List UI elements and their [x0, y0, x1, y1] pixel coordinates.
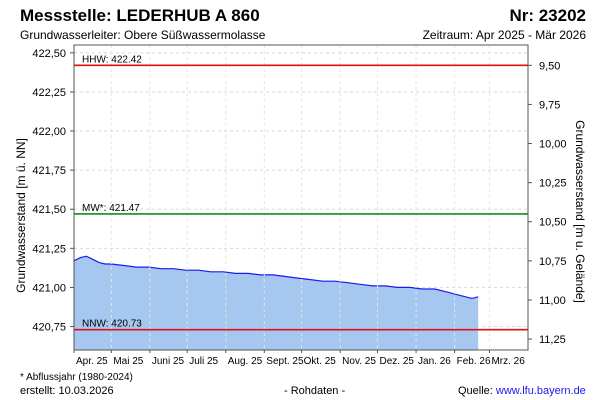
y-tick-label-left: 422,00	[32, 126, 66, 138]
x-tick-label: Mai 25	[113, 356, 143, 367]
footnote: * Abflussjahr (1980-2024)	[20, 372, 133, 383]
station-number: Nr: 23202	[509, 6, 586, 25]
source-credit: Quelle: www.lfu.bayern.de	[458, 385, 586, 397]
y-tick-label-left: 422,50	[32, 48, 66, 60]
created-date: erstellt: 10.03.2026	[20, 385, 114, 397]
x-tick-label: Juni 25	[152, 356, 185, 367]
x-tick-label: Nov. 25	[342, 356, 376, 367]
reference-line-label: HHW: 422.42	[82, 54, 142, 65]
x-tick-label: Dez. 25	[379, 356, 414, 367]
y-tick-label-left: 421,50	[32, 204, 66, 216]
y-tick-label-left: 421,75	[32, 165, 66, 177]
y-tick-label-right: 11,00	[539, 295, 566, 307]
x-tick-label: Apr. 25	[76, 356, 108, 367]
plot-frame	[73, 44, 529, 351]
y-tick-label-left: 420,75	[32, 322, 66, 334]
y-tick-label-left: 421,25	[32, 243, 66, 255]
aquifer-label: Grundwasserleiter: Obere Süßwassermolass…	[20, 28, 266, 42]
x-tick-label: Sept. 25	[266, 356, 304, 367]
y-tick-label-right: 10,50	[539, 217, 567, 229]
station-title: Messstelle: LEDERHUB A 860	[20, 6, 260, 25]
source-link[interactable]: www.lfu.bayern.de	[495, 385, 586, 397]
y-tick-label-right: 10,75	[539, 256, 567, 268]
y-tick-label-right: 9,75	[539, 99, 560, 111]
series-area	[74, 256, 479, 350]
y-tick-label-right: 10,25	[539, 178, 567, 190]
source-label: Quelle:	[458, 385, 496, 397]
x-tick-label: Aug. 25	[228, 356, 263, 367]
reference-line-label: MW*: 421.47	[82, 203, 140, 214]
x-tick-label: Okt. 25	[304, 356, 337, 367]
x-tick-label: Mrz. 26	[491, 356, 525, 367]
y-tick-label-right: 11,25	[539, 334, 566, 346]
y-tick-label-right: 10,00	[539, 139, 567, 151]
y-axis-title-left: Grundwasserstand [m ü. NN]	[14, 138, 28, 293]
y-tick-label-left: 421,00	[32, 282, 66, 294]
y-axis-title-right: Grundwasserstand [m u. Gelände]	[573, 120, 587, 303]
y-tick-label-left: 422,25	[32, 87, 66, 99]
x-tick-label: Juli 25	[189, 356, 218, 367]
period-label: Zeitraum: Apr 2025 - Mär 2026	[422, 28, 586, 42]
raw-data-note: - Rohdaten -	[284, 385, 346, 397]
reference-line-label: NNW: 420.73	[82, 319, 142, 330]
y-tick-label-right: 9,50	[539, 60, 560, 72]
x-tick-label: Feb. 26	[457, 356, 491, 367]
x-tick-label: Jan. 26	[418, 356, 451, 367]
